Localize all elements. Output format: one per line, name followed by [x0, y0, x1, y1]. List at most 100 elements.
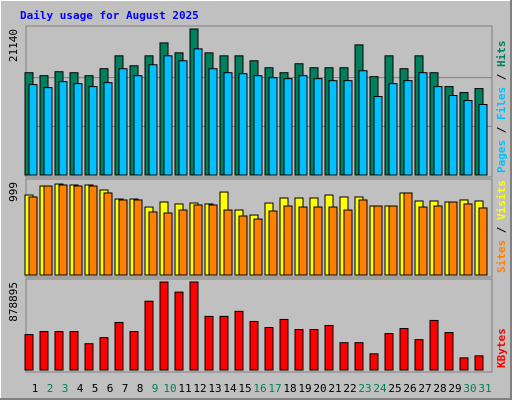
bar: [234, 310, 244, 371]
x-tick-label: 1: [32, 382, 39, 395]
bar: [298, 206, 308, 276]
bar: [253, 75, 263, 176]
bar: [384, 333, 394, 371]
bar: [358, 199, 368, 276]
bar: [268, 210, 278, 276]
bar: [163, 212, 173, 276]
bar: [414, 339, 424, 371]
bar: [174, 291, 184, 371]
bar: [403, 80, 413, 176]
legend-separator: /: [495, 226, 508, 233]
bar: [294, 329, 304, 371]
x-tick-label: 9: [152, 382, 159, 395]
x-tick-label: 16: [253, 382, 266, 395]
x-tick-label: 8: [137, 382, 144, 395]
bar: [448, 95, 458, 176]
x-tick-label: 2: [47, 382, 54, 395]
bar: [69, 331, 79, 371]
bar: [463, 203, 473, 276]
x-tick-label: 3: [62, 382, 69, 395]
bar: [58, 184, 68, 276]
y-tick-label: 999: [7, 182, 20, 202]
bar: [268, 77, 278, 176]
legend: Sites / Visits: [495, 180, 508, 273]
bar: [118, 199, 128, 276]
bar: [189, 281, 199, 371]
bar: [324, 324, 334, 371]
bar: [459, 357, 469, 371]
bar: [133, 75, 143, 176]
bar: [28, 84, 38, 176]
bar: [73, 185, 83, 276]
bar: [223, 72, 233, 176]
bar: [418, 72, 428, 176]
bar: [474, 355, 484, 371]
bar: [343, 209, 353, 276]
bar: [328, 80, 338, 176]
legend: KBytes: [495, 328, 508, 368]
x-tick-label: 19: [298, 382, 311, 395]
legend: Pages / Files / Hits: [495, 41, 508, 174]
bar: [88, 86, 98, 176]
bar: [373, 205, 383, 276]
x-tick-label: 17: [268, 382, 281, 395]
x-tick-label: 15: [238, 382, 251, 395]
bar: [478, 103, 488, 176]
x-tick-label: 14: [223, 382, 237, 395]
x-tick-label: 28: [433, 382, 446, 395]
x-tick-label: 21: [328, 382, 341, 395]
bar: [399, 328, 409, 371]
bar: [208, 68, 218, 176]
bar: [114, 321, 124, 371]
bar: [223, 209, 233, 276]
bar: [84, 343, 94, 371]
bar: [279, 318, 289, 371]
y-tick-label: 878895: [7, 282, 20, 322]
x-tick-label: 27: [418, 382, 431, 395]
legend: Pages / Files / Hits: [495, 41, 508, 174]
legend-entry: Files: [495, 87, 508, 120]
x-tick-label: 12: [193, 382, 206, 395]
bar: [388, 205, 398, 276]
legend-entry: Hits: [495, 41, 508, 68]
bar: [433, 205, 443, 276]
x-tick-label: 31: [478, 382, 491, 395]
chart-title: Daily usage for August 2025: [20, 9, 199, 22]
bar: [429, 319, 439, 371]
bar: [24, 334, 34, 371]
bar: [433, 86, 443, 176]
bar: [163, 55, 173, 176]
bar: [418, 206, 428, 276]
bar: [283, 78, 293, 176]
bar: [444, 332, 454, 371]
bar: [313, 206, 323, 276]
bar: [43, 87, 53, 176]
legend-entry: Pages: [495, 140, 508, 173]
bar: [118, 68, 128, 176]
bar: [249, 320, 259, 371]
bar: [313, 78, 323, 176]
bar: [478, 207, 488, 276]
bar: [133, 199, 143, 276]
bar: [339, 342, 349, 371]
x-tick-label: 30: [463, 382, 476, 395]
x-tick-label: 23: [358, 382, 371, 395]
bar: [309, 329, 319, 371]
bar: [208, 204, 218, 276]
bar: [193, 204, 203, 276]
bar: [238, 215, 248, 276]
bar: [54, 331, 64, 371]
bar: [219, 315, 229, 371]
bar: [373, 96, 383, 176]
x-tick-label: 13: [208, 382, 221, 395]
x-tick-label: 11: [178, 382, 191, 395]
x-tick-label: 6: [107, 382, 114, 395]
x-tick-label: 25: [388, 382, 401, 395]
bar: [103, 82, 113, 176]
bar: [129, 331, 139, 371]
legend-entry: Sites: [495, 240, 508, 273]
legend: Sites / Visits: [495, 180, 508, 273]
bar: [358, 70, 368, 176]
